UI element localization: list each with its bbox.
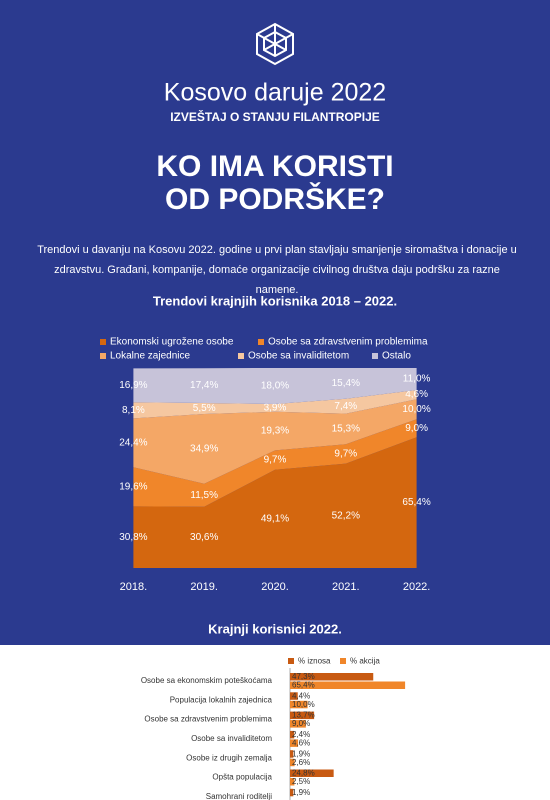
value-label: 30,6% — [190, 532, 218, 543]
bar — [290, 673, 374, 681]
value-label: 24,8% — [292, 769, 315, 778]
value-label: 9,7% — [264, 455, 287, 466]
legend-swatch — [258, 339, 264, 345]
headline: OD PODRŠKE? — [165, 182, 385, 216]
y-tick-label: Osobe iz drugih zemalja — [186, 753, 272, 762]
x-tick-label: 2022. — [403, 581, 431, 593]
value-label: 2,6% — [292, 758, 310, 767]
value-label: 15,3% — [332, 424, 360, 435]
value-label: 4,4% — [292, 691, 310, 700]
value-label: 9,7% — [334, 449, 357, 460]
bar — [290, 778, 295, 786]
bar — [290, 711, 315, 720]
value-label: 65,4% — [292, 681, 315, 690]
legend-label: % iznosa — [298, 657, 331, 666]
area — [133, 390, 417, 419]
value-label: 18,0% — [261, 381, 289, 392]
bar — [290, 700, 308, 709]
value-label: 65,4% — [402, 497, 430, 508]
legend-swatch — [238, 353, 244, 359]
area — [133, 399, 417, 484]
value-label: 16,9% — [119, 380, 147, 391]
value-label: 30,8% — [119, 532, 147, 543]
value-label: 11,0% — [403, 374, 431, 385]
legend-swatch — [100, 339, 106, 345]
area — [133, 368, 417, 404]
value-label: 47,3% — [292, 672, 315, 681]
y-tick-label: Osobe sa zdravstvenim problemima — [144, 715, 272, 724]
value-label: 8,1% — [122, 405, 145, 416]
value-label: 1,9% — [292, 788, 310, 797]
logo — [256, 22, 294, 66]
bar — [290, 692, 298, 700]
value-label: 49,1% — [261, 514, 289, 525]
bar — [290, 739, 299, 747]
chart-title: Trendovi krajnjih korisnika 2018 – 2022. — [153, 293, 397, 308]
area — [133, 437, 417, 568]
value-label: 3,9% — [264, 403, 287, 414]
legend-swatch — [100, 353, 106, 359]
subtitle: IZVEŠTAJ O STANJU FILANTROPIJE — [170, 109, 380, 124]
legend-label: Osobe sa zdravstvenim problemima — [268, 337, 428, 348]
value-label: 10,0% — [402, 404, 430, 415]
value-label: 4,6% — [292, 739, 310, 748]
y-tick-label: Populacija lokalnih zajednica — [170, 695, 273, 704]
x-tick-label: 2021. — [332, 581, 360, 593]
y-tick-label: Samohrani roditelji — [206, 792, 272, 800]
bar — [290, 769, 334, 777]
area — [133, 419, 417, 507]
value-label: 13,7% — [292, 711, 315, 720]
y-tick-label: Osobe sa ekonomskim poteškoćama — [141, 676, 273, 685]
value-label: 5,5% — [193, 403, 216, 414]
value-label: 19,3% — [261, 426, 289, 437]
value-label: 9,0% — [405, 423, 428, 434]
bar — [290, 750, 294, 758]
legend-swatch — [288, 658, 294, 664]
legend-label: % akcija — [350, 657, 380, 666]
bar — [290, 681, 406, 689]
value-label: 11,5% — [190, 490, 218, 501]
value-label: 52,2% — [332, 510, 360, 521]
value-label: 2,5% — [292, 777, 310, 786]
value-label: 19,6% — [119, 481, 147, 492]
bar — [290, 788, 294, 797]
legend-label: Osobe sa invaliditetom — [248, 351, 349, 362]
value-label: 17,4% — [190, 380, 218, 391]
x-tick-label: 2018. — [120, 581, 148, 593]
x-tick-label: 2020. — [261, 581, 289, 593]
value-label: 2,4% — [292, 730, 310, 739]
x-tick-label: 2019. — [190, 581, 218, 593]
y-tick-label: Osobe sa invaliditetom — [191, 734, 272, 743]
value-label: 10,0% — [292, 700, 315, 709]
legend-label: Ostalo — [382, 351, 411, 362]
y-tick-label: Opšta populacija — [212, 773, 272, 782]
chart-title: Krajnji korisnici 2022. — [208, 621, 342, 636]
legend-label: Lokalne zajednice — [110, 351, 190, 362]
value-label: 9,0% — [292, 719, 310, 728]
value-label: 1,9% — [292, 749, 310, 758]
value-label: 24,4% — [119, 437, 147, 448]
value-label: 15,4% — [332, 378, 360, 389]
legend-swatch — [340, 658, 346, 664]
title: Kosovo daruje 2022 — [164, 79, 386, 107]
bar — [290, 758, 295, 767]
headline: KO IMA KORISTI — [156, 150, 393, 183]
legend-swatch — [372, 353, 378, 359]
legend-label: Ekonomski ugrožene osobe — [110, 337, 234, 348]
bar — [290, 720, 306, 728]
intro-text: Trendovi u davanju na Kosovu 2022. godin… — [37, 244, 517, 296]
value-label: 4,6% — [405, 389, 428, 400]
bar — [290, 730, 295, 739]
value-label: 34,9% — [190, 444, 218, 455]
value-label: 7,4% — [334, 401, 357, 412]
